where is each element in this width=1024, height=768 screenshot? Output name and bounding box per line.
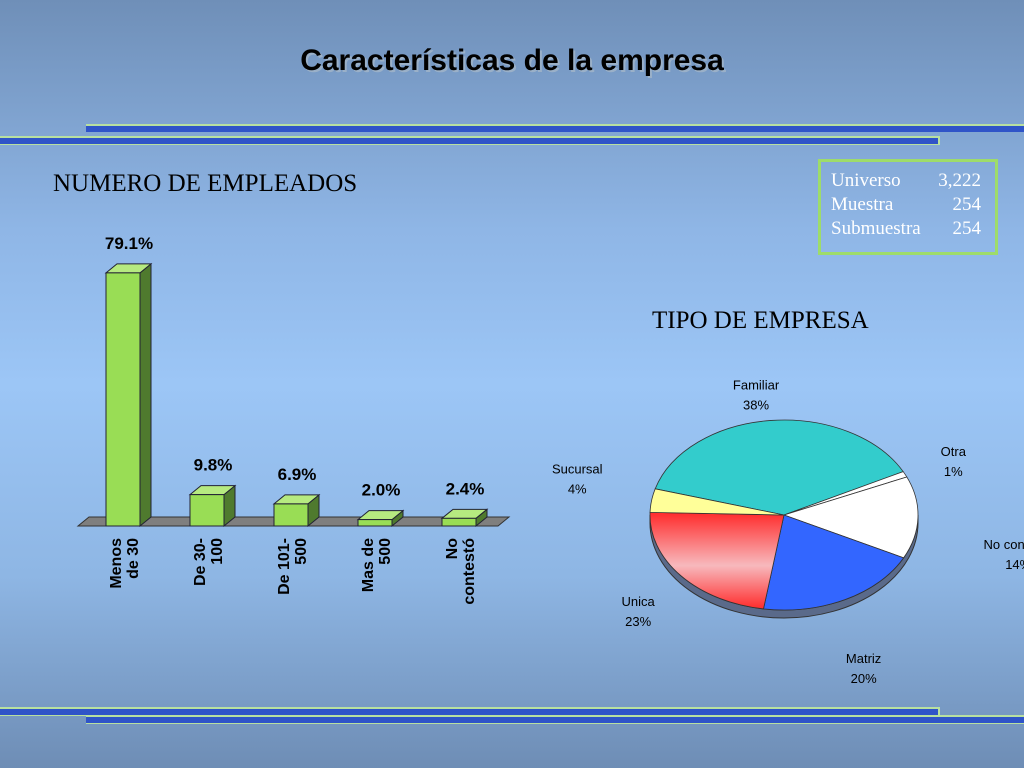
pie-slice-label: Matriz 20% (846, 651, 881, 686)
top-rule-dark (86, 126, 1024, 132)
category-label-line: 500 (377, 538, 394, 565)
category-label-line: 500 (293, 538, 310, 565)
info-label: Universo (831, 170, 901, 191)
category-label-line: No (444, 538, 461, 560)
bar-face (273, 503, 309, 527)
slice-category: Familiar (733, 378, 780, 393)
top-rule-dark-2 (0, 138, 938, 144)
bar-value-label: 79.1% (105, 234, 153, 253)
info-label: Muestra (831, 194, 894, 215)
bar-face (441, 517, 477, 527)
slice-category: Sucursal (552, 461, 603, 476)
bar-category-label: No contestó (444, 538, 478, 605)
slice-percent: 1% (944, 464, 963, 479)
pie-slice (654, 419, 904, 516)
pie-slice-label: Unica 23% (622, 594, 656, 629)
bar-category-label: Menos de 30 (108, 538, 142, 589)
bar (188, 484, 237, 528)
pie-slice (649, 488, 785, 516)
employees-heading: NUMERO DE EMPLEADOS (53, 170, 358, 197)
info-row-muestra: Muestra 254 (831, 193, 995, 217)
bar-category-label: De 30- 100 (192, 538, 226, 586)
bar-category-label: Mas de 500 (360, 538, 394, 592)
pie-slice-label: Familiar 38% (733, 378, 780, 413)
slice-category: Otra (941, 444, 967, 459)
bar (440, 508, 489, 528)
slice-category: No contestó (984, 537, 1024, 552)
company-type-heading: TIPO DE EMPRESA (652, 307, 869, 334)
info-row-submuestra: Submuestra 254 (831, 217, 995, 241)
slice-percent: 23% (625, 614, 651, 629)
slide-title: Características de la empresa (300, 44, 724, 77)
bar (356, 509, 405, 528)
pie-slice (649, 511, 785, 610)
pie-slice (782, 476, 919, 559)
pie-slice-label: Otra 1% (941, 444, 967, 479)
slice-category: Unica (622, 594, 656, 609)
bar-face (357, 519, 393, 527)
bar (104, 262, 153, 528)
info-value: 254 (952, 194, 982, 215)
info-value: 254 (952, 218, 982, 239)
slice-percent: 38% (743, 398, 769, 413)
bar-face (105, 272, 141, 527)
pie-slice-label: No contestó 14% (984, 537, 1024, 572)
bar-value-label: 2.4% (446, 479, 485, 498)
category-label-line: Mas de (360, 538, 377, 592)
info-label: Submuestra (831, 218, 921, 239)
category-label-line: 100 (209, 538, 226, 565)
bar (272, 493, 321, 528)
bar-value-label: 2.0% (362, 481, 401, 500)
category-label-line: De 30- (192, 538, 209, 586)
category-label-line: De 101- (276, 538, 293, 595)
slice-category: Matriz (846, 651, 881, 666)
bottom-rule-dark (0, 709, 938, 715)
bar-face (189, 494, 225, 527)
category-label-line: contestó (461, 538, 478, 605)
info-value: 3,222 (938, 170, 981, 191)
info-row-universo: Universo 3,222 (831, 169, 995, 193)
bar-value-label: 6.9% (278, 465, 317, 484)
slice-percent: 4% (568, 481, 587, 496)
bar-value-label: 9.8% (194, 456, 233, 475)
sample-info-box: Universo 3,222 Muestra 254 Submuestra 25… (818, 159, 998, 255)
bottom-rule-dark-2 (86, 717, 1024, 723)
slice-percent: 14% (1005, 557, 1024, 572)
category-label-line: de 30 (125, 538, 142, 579)
category-label-line: Menos (108, 538, 125, 589)
pie-slice-label: Sucursal 4% (552, 461, 603, 496)
bar-category-label: De 101- 500 (276, 538, 310, 595)
pie-slice (763, 514, 905, 611)
slice-percent: 20% (851, 671, 877, 686)
